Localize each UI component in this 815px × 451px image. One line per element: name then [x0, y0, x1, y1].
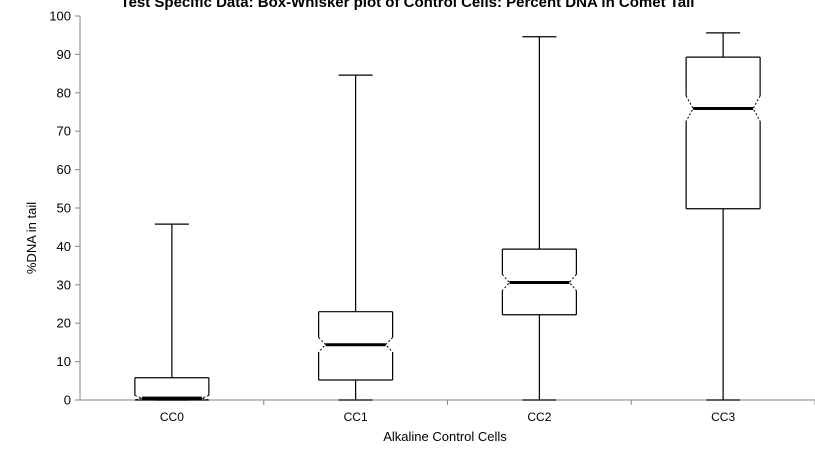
y-tick-label: 50: [57, 201, 71, 216]
y-tick-label: 0: [64, 393, 71, 408]
box-notch-right: [568, 274, 577, 291]
x-tick-label: CC1: [344, 410, 368, 424]
box-notch-left: [685, 95, 694, 122]
box-notch-left: [318, 337, 327, 353]
box-notch-left: [501, 274, 511, 291]
y-tick-label: 70: [57, 124, 71, 139]
x-tick-label: CC0: [160, 410, 184, 424]
y-tick-label: 30: [57, 277, 71, 292]
y-tick-label: 90: [57, 47, 71, 62]
y-tick-label: 10: [57, 354, 71, 369]
y-tick-label: 60: [57, 162, 71, 177]
axes-group: 0 10 20 30 40 50 60 70 80 90 100 CC0 CC1 CC2 CC3: [49, 9, 815, 424]
box-notch-right: [752, 95, 761, 122]
x-tick-label: CC3: [711, 410, 735, 424]
x-axis-label: Alkaline Control Cells: [383, 429, 507, 444]
y-axis-label: %DNA in tail: [24, 202, 39, 274]
box-notch-right: [384, 337, 393, 353]
x-tick-label: CC2: [527, 410, 551, 424]
y-tick-label: 20: [57, 316, 71, 331]
y-tick-label: 80: [57, 85, 71, 100]
boxes-group: [134, 32, 761, 401]
box-notch-left: [134, 394, 144, 401]
y-tick-label: 100: [49, 9, 71, 24]
box-notch-right: [200, 394, 210, 401]
y-tick-label: 40: [57, 239, 71, 254]
